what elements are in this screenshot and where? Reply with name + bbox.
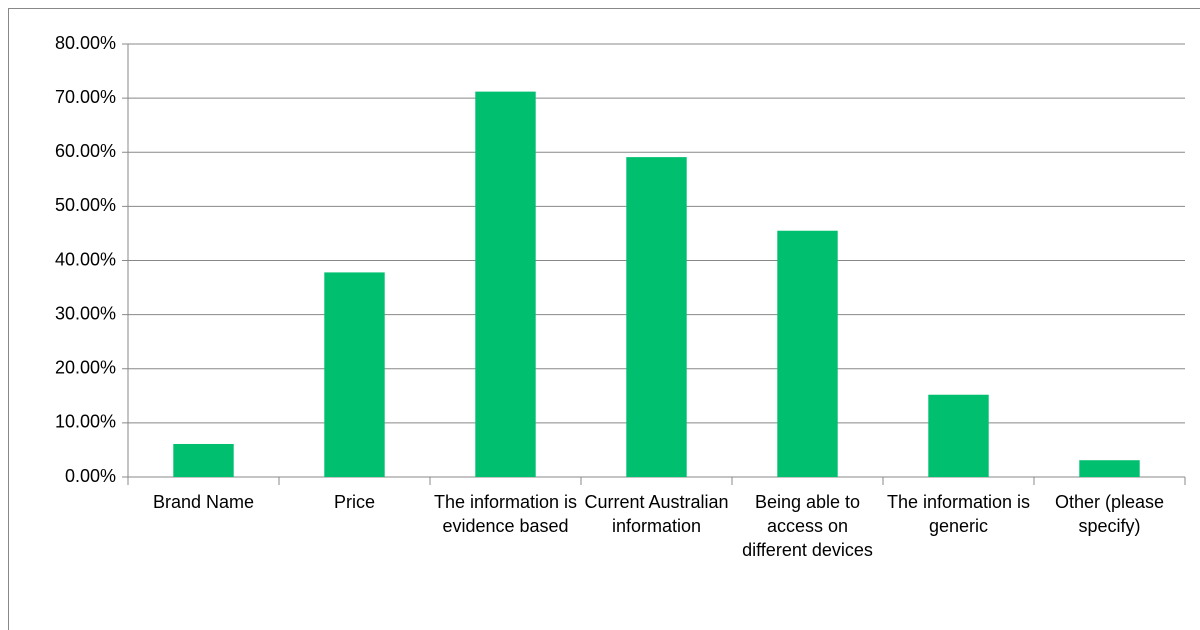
x-tick-label: Price	[333, 492, 375, 512]
x-tick-label: Being able to access on different device…	[742, 492, 873, 560]
bar	[1079, 460, 1140, 477]
y-tick-label: 0.00%	[65, 466, 116, 486]
y-tick-label: 70.00%	[55, 87, 116, 107]
bar	[928, 394, 989, 477]
x-tick-label: The information is evidence based	[433, 492, 578, 536]
x-tick-label: The information is generic	[886, 492, 1031, 536]
y-tick-label: 30.00%	[55, 303, 116, 323]
x-tick-label: Current Australian information	[584, 492, 729, 536]
chart-frame	[8, 8, 1200, 630]
bar	[626, 157, 687, 477]
y-tick-label: 50.00%	[55, 195, 116, 215]
x-tick-label: Brand Name	[152, 492, 255, 512]
bar	[324, 272, 385, 477]
y-tick-label: 60.00%	[55, 141, 116, 161]
y-tick-label: 80.00%	[55, 33, 116, 53]
bar	[475, 91, 536, 477]
bar	[173, 443, 234, 477]
y-tick-label: 20.00%	[55, 358, 116, 378]
x-tick-label: Other (please specify)	[1054, 492, 1165, 536]
y-tick-label: 10.00%	[55, 412, 116, 432]
bar	[777, 230, 838, 477]
y-tick-label: 40.00%	[55, 249, 116, 269]
